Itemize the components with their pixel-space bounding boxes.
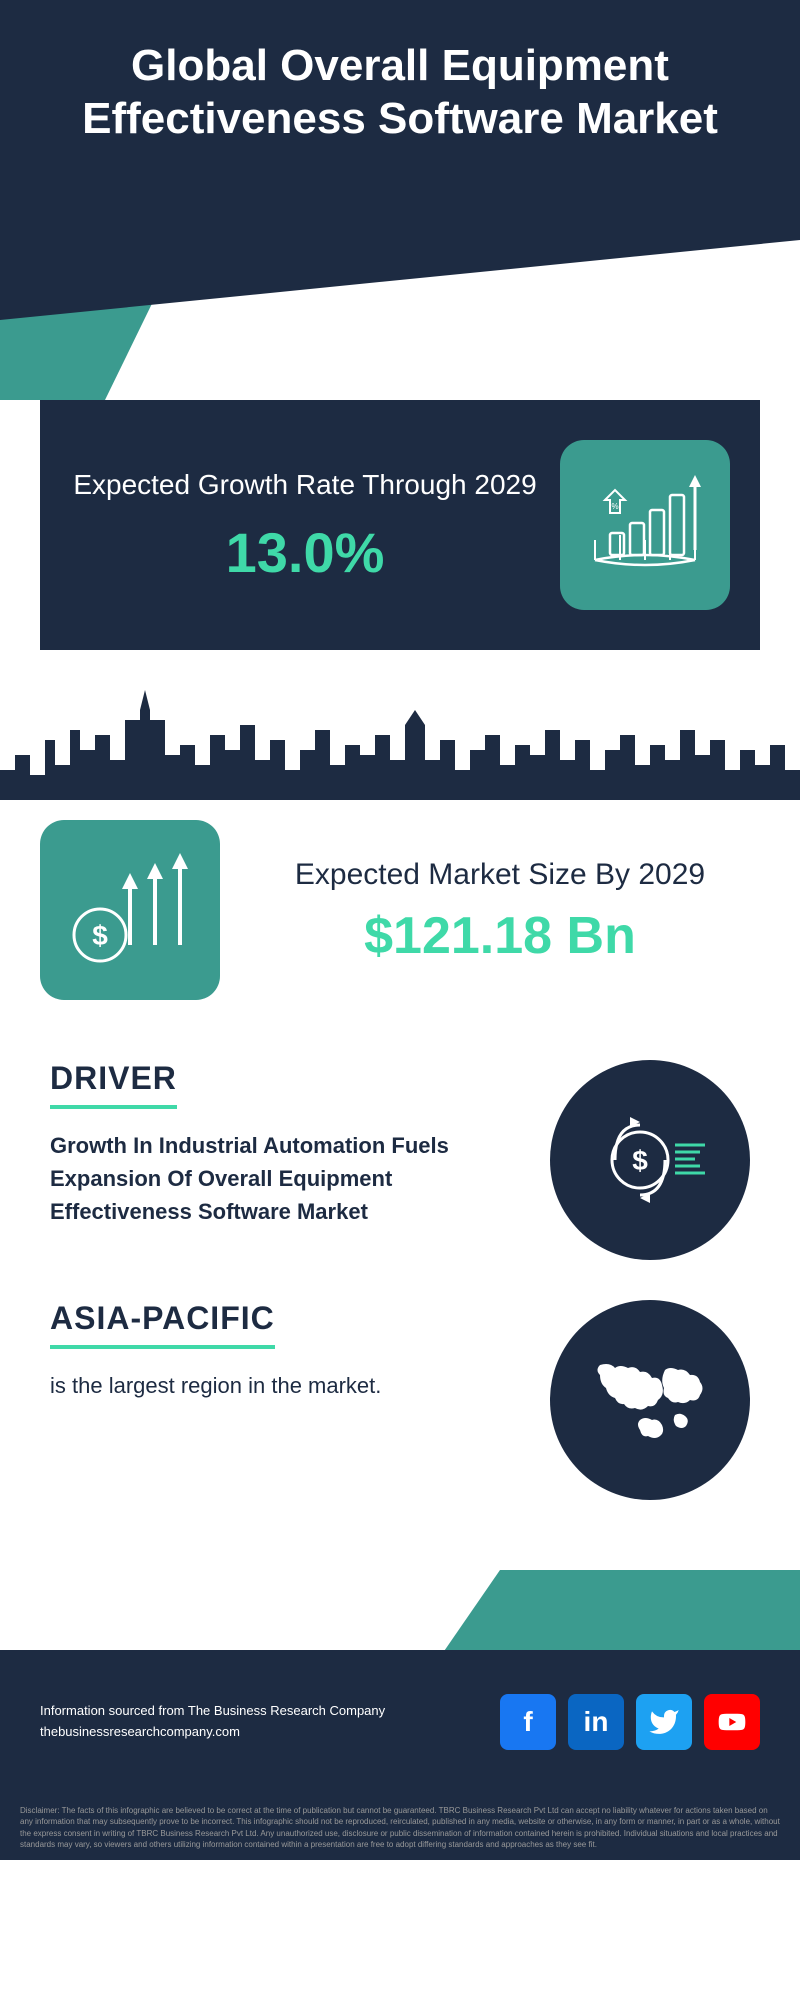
growth-chart-icon: % (560, 440, 730, 610)
market-size-block: $ Expected Market Size By 2029 $121.18 B… (0, 800, 800, 1050)
region-body: is the largest region in the market. (50, 1369, 520, 1402)
region-heading: ASIA-PACIFIC (50, 1300, 275, 1349)
footer: Information sourced from The Business Re… (0, 1570, 800, 1860)
svg-text:$: $ (92, 920, 108, 951)
skyline-divider (0, 680, 800, 800)
globe-map-icon (550, 1300, 750, 1500)
source-line1: Information sourced from The Business Re… (40, 1701, 385, 1722)
market-value: $121.18 Bn (240, 906, 760, 966)
region-text: ASIA-PACIFIC is the largest region in th… (50, 1300, 550, 1402)
market-text: Expected Market Size By 2029 $121.18 Bn (240, 854, 760, 966)
disclaimer-text: Disclaimer: The facts of this infographi… (0, 1795, 800, 1860)
social-icons: f in (500, 1694, 760, 1750)
market-label: Expected Market Size By 2029 (240, 854, 760, 896)
driver-section: DRIVER Growth In Industrial Automation F… (0, 1050, 800, 1290)
source-line2: thebusinessresearchcompany.com (40, 1722, 385, 1743)
money-cycle-icon: $ (550, 1060, 750, 1260)
dollar-growth-icon: $ (40, 820, 220, 1000)
twitter-icon[interactable] (636, 1694, 692, 1750)
driver-text: DRIVER Growth In Industrial Automation F… (50, 1060, 550, 1228)
growth-value: 13.0% (70, 520, 540, 585)
linkedin-icon[interactable]: in (568, 1694, 624, 1750)
driver-heading: DRIVER (50, 1060, 177, 1109)
growth-label: Expected Growth Rate Through 2029 (70, 465, 540, 504)
driver-body: Growth In Industrial Automation Fuels Ex… (50, 1129, 520, 1228)
facebook-icon[interactable]: f (500, 1694, 556, 1750)
growth-rate-block: Expected Growth Rate Through 2029 13.0% … (40, 400, 760, 650)
footer-content: Information sourced from The Business Re… (0, 1694, 800, 1750)
youtube-icon[interactable] (704, 1694, 760, 1750)
source-text: Information sourced from The Business Re… (40, 1701, 385, 1743)
svg-text:$: $ (632, 1145, 648, 1176)
svg-text:%: % (611, 502, 618, 511)
region-section: ASIA-PACIFIC is the largest region in th… (0, 1290, 800, 1530)
growth-text: Expected Growth Rate Through 2029 13.0% (70, 465, 540, 584)
header: Global Overall Equipment Effectiveness S… (0, 0, 800, 400)
page-title: Global Overall Equipment Effectiveness S… (0, 0, 800, 146)
